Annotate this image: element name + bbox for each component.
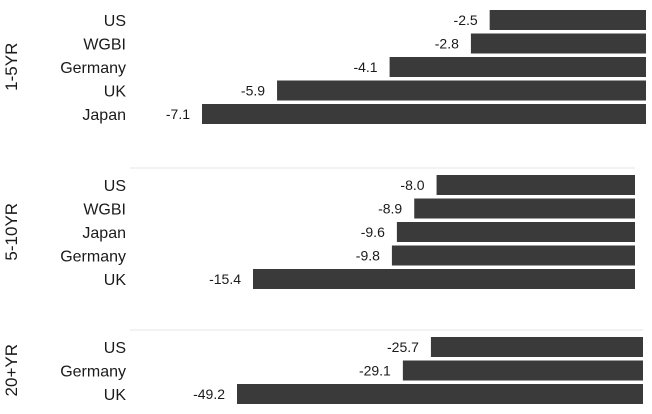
bar-20+YR-US <box>430 337 643 357</box>
bar-1-5YR-WGBI <box>470 33 646 54</box>
bar-5-10YR-WGBI <box>414 198 635 219</box>
bar-5-10YR-US <box>436 175 635 195</box>
group-labels: 1-5YR 5-10YR 20+YR <box>2 43 21 397</box>
value-label: -9.8 <box>356 248 380 264</box>
bar-20+YR-UK <box>237 384 643 404</box>
value-label: -2.8 <box>435 36 459 52</box>
value-label: -8.9 <box>378 201 402 217</box>
bar-1-5YR-Japan <box>202 104 646 124</box>
category-label: Germany <box>60 364 126 381</box>
bar-5-10YR-UK <box>253 269 635 289</box>
bars <box>202 10 646 404</box>
value-label: -25.7 <box>387 339 419 355</box>
group-label: 5-10YR <box>2 203 21 261</box>
category-label: Japan <box>82 225 126 242</box>
value-label: -2.5 <box>454 12 478 28</box>
value-label: -7.1 <box>166 106 190 122</box>
category-label: WGBI <box>83 37 126 54</box>
value-label: -15.4 <box>209 271 241 287</box>
value-label: -29.1 <box>359 363 391 379</box>
group-label: 1-5YR <box>2 43 21 91</box>
value-labels: -2.5 -2.8 -4.1 -5.9 -7.1 -8.0 -8.9 -9.6 -9.8 -15.… <box>166 12 478 402</box>
value-label: -9.6 <box>361 224 385 240</box>
bar-1-5YR-Germany <box>389 57 646 77</box>
category-label: Germany <box>60 249 126 266</box>
category-label: WGBI <box>83 202 126 219</box>
value-label: -5.9 <box>241 83 265 99</box>
bar-1-5YR-UK <box>277 80 646 101</box>
panel-separators <box>130 167 643 331</box>
category-label: UK <box>104 84 127 101</box>
value-label: -49.2 <box>193 386 225 402</box>
value-label: -8.0 <box>400 177 424 193</box>
value-label: -4.1 <box>353 59 377 75</box>
bar-20+YR-Germany <box>402 360 643 381</box>
group-label: 20+YR <box>2 344 21 396</box>
category-label: US <box>104 178 126 195</box>
category-label: Germany <box>60 60 126 77</box>
category-label: US <box>104 13 126 30</box>
category-label: UK <box>104 387 127 404</box>
category-label: UK <box>104 272 127 289</box>
bar-5-10YR-Germany <box>391 245 635 266</box>
bar-1-5YR-US <box>489 10 646 30</box>
category-label: US <box>104 340 126 357</box>
category-label: Japan <box>82 107 126 124</box>
category-labels: US WGBI Germany UK Japan US WGBI Japan Germany UK… <box>60 13 126 404</box>
bar-5-10YR-Japan <box>396 222 635 242</box>
